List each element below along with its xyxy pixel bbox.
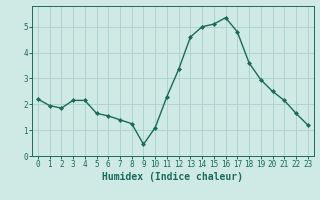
X-axis label: Humidex (Indice chaleur): Humidex (Indice chaleur) — [102, 172, 243, 182]
